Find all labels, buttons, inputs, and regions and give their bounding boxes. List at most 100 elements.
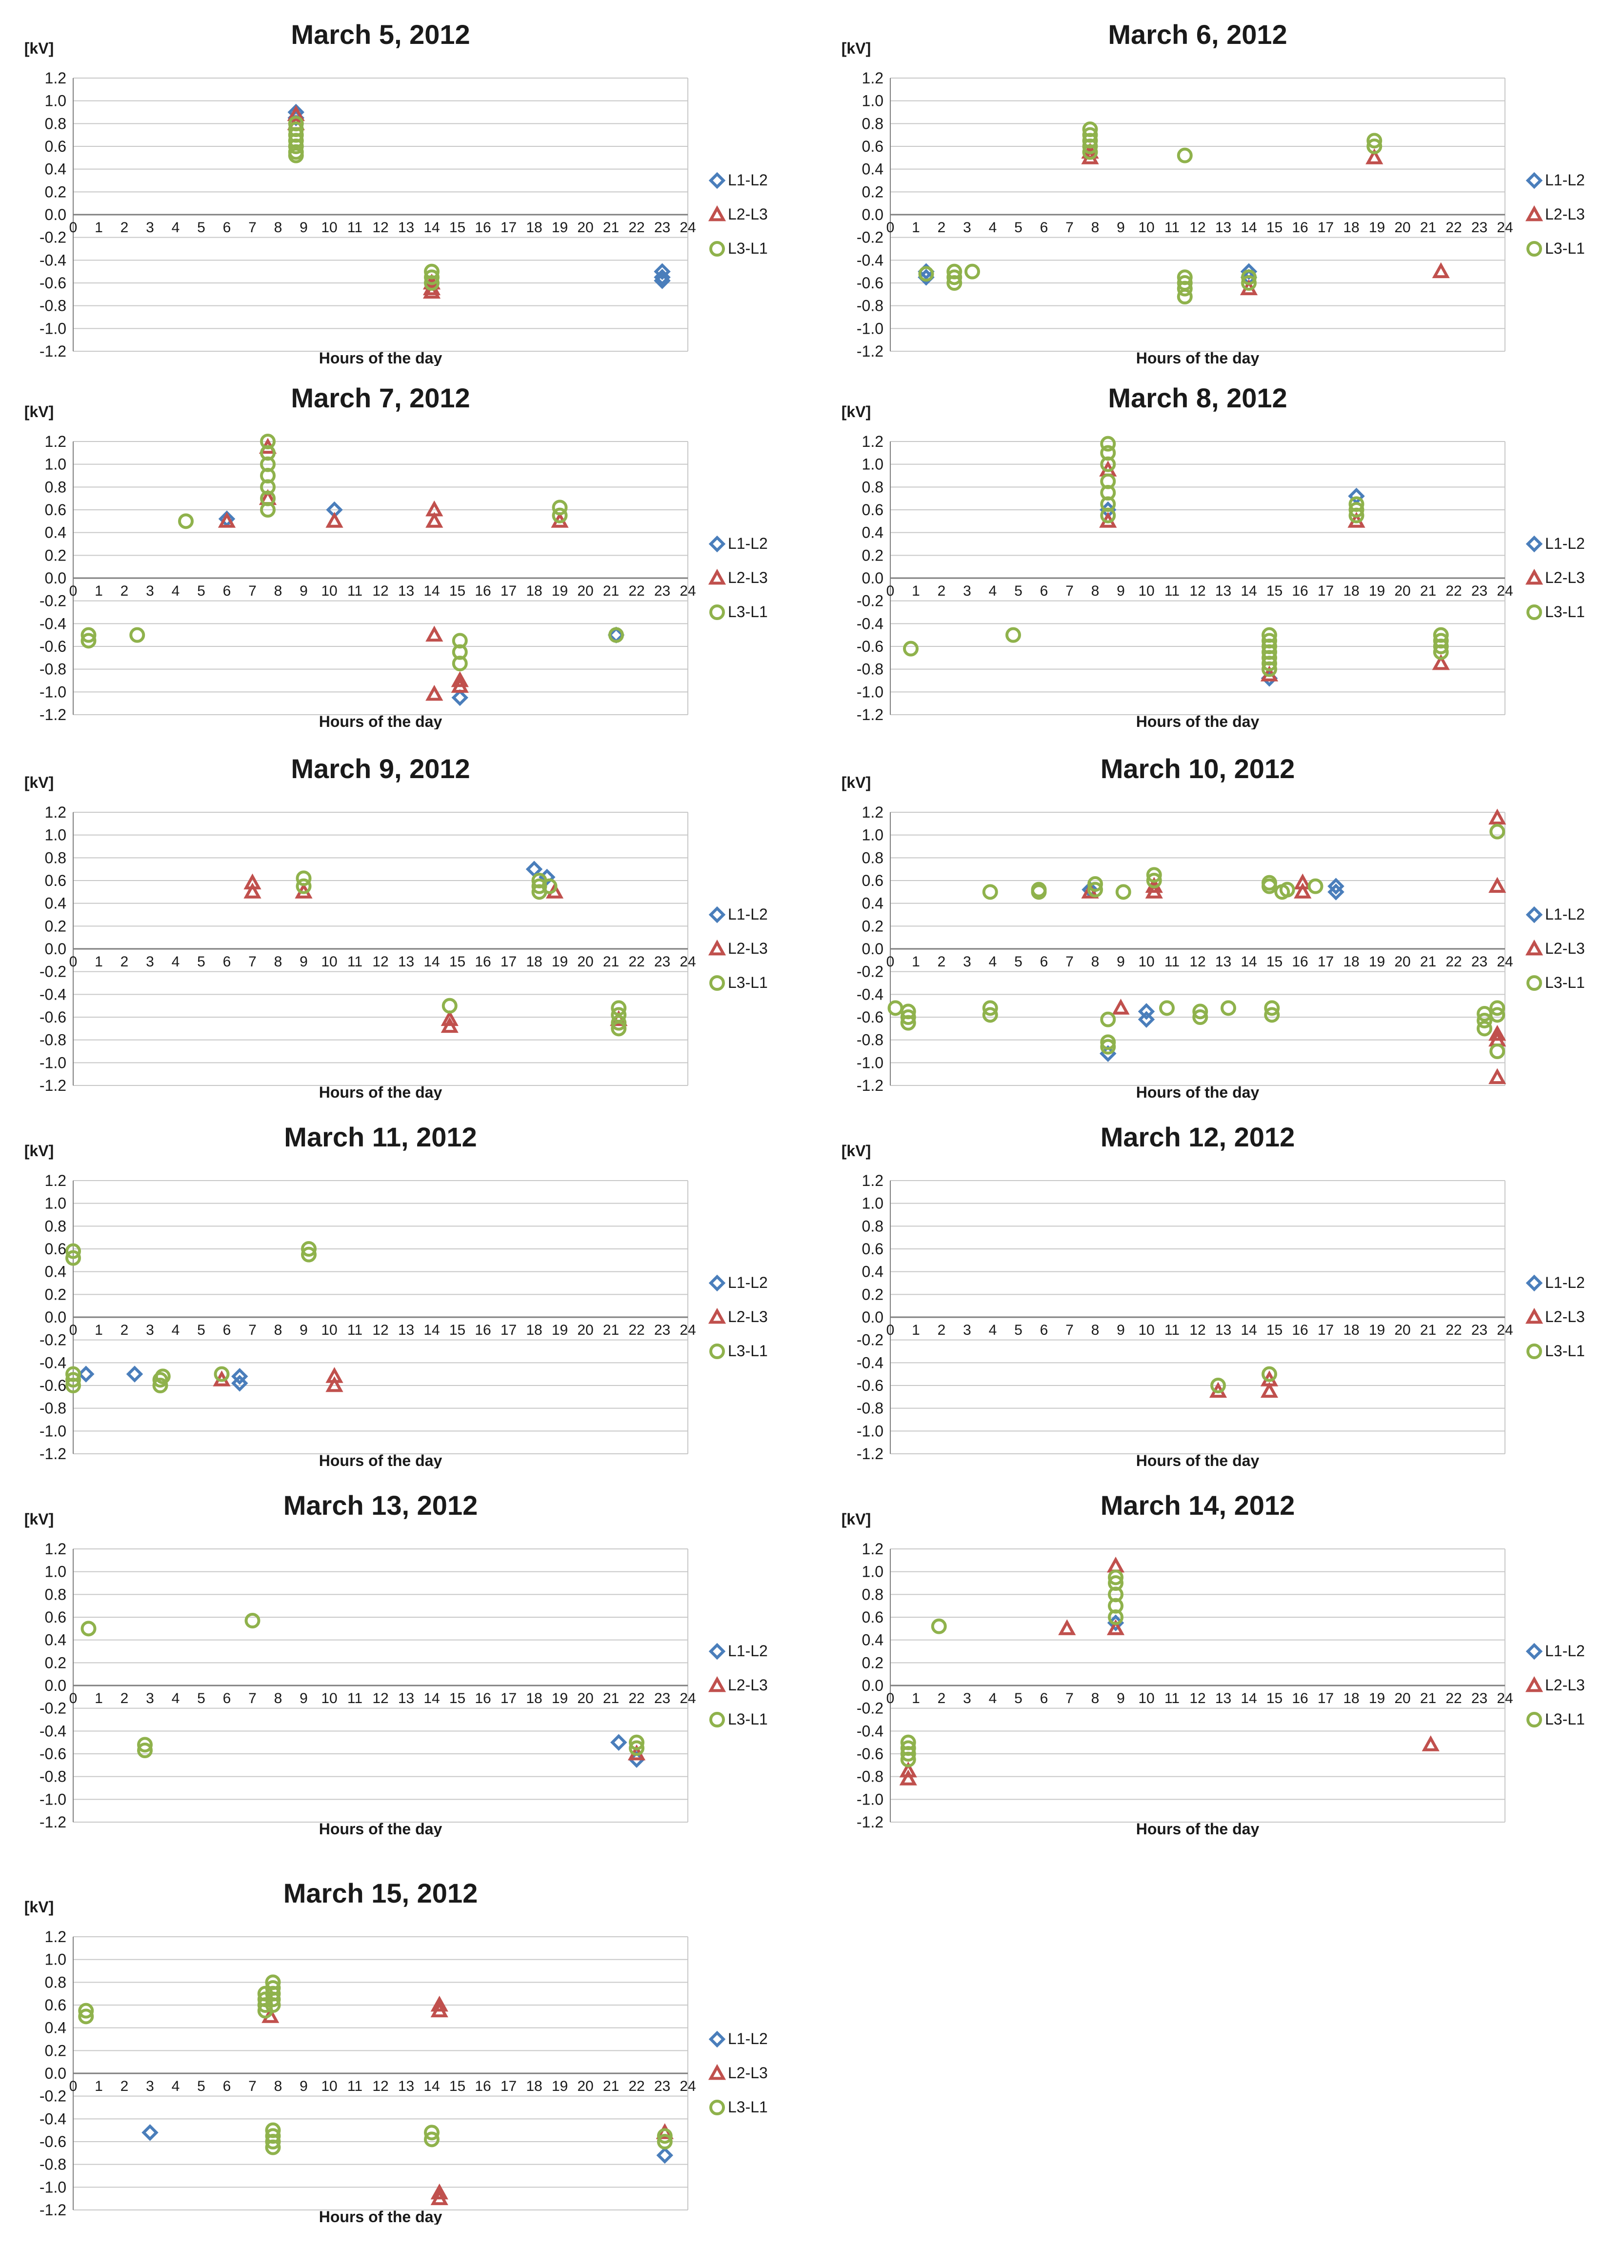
data-point bbox=[243, 873, 261, 890]
legend-marker bbox=[1526, 241, 1542, 257]
y-tick-label: 0.4 bbox=[862, 161, 883, 178]
legend-marker bbox=[709, 1344, 725, 1359]
x-tick-label: 10 bbox=[321, 1690, 337, 1706]
legend-entry: L1-L2 bbox=[1525, 535, 1585, 553]
data-point bbox=[78, 2008, 94, 2025]
x-tick-label: 5 bbox=[197, 954, 205, 970]
data-point bbox=[654, 272, 671, 289]
x-tick-label: 23 bbox=[654, 1690, 670, 1706]
y-tick-label: 0.8 bbox=[862, 1217, 883, 1235]
series-l3-l1 bbox=[887, 823, 1505, 1059]
x-tick-label: 12 bbox=[372, 1322, 388, 1338]
x-tick-label: 16 bbox=[1292, 220, 1308, 236]
y-tick-label: 0.4 bbox=[45, 2019, 66, 2037]
x-tick-label: 8 bbox=[1091, 1322, 1100, 1338]
legend-marker bbox=[1525, 906, 1543, 923]
x-tick-label: 6 bbox=[1040, 220, 1048, 236]
x-tick-label: 15 bbox=[449, 1690, 465, 1706]
x-tick-label: 22 bbox=[1445, 954, 1462, 970]
x-tick-label: 0 bbox=[69, 1690, 78, 1706]
y-unit-label: [kV] bbox=[842, 40, 871, 57]
x-tick-label: 12 bbox=[1189, 954, 1205, 970]
data-point bbox=[424, 2125, 440, 2141]
chart-panel: March 10, 2012 [kV] 1.2 1.0 0.8 0.6 0.4 0.2 0.0 -… bbox=[817, 739, 1622, 1100]
series-l3-l1 bbox=[65, 1241, 317, 1393]
data-point bbox=[1489, 1000, 1505, 1016]
y-tick-label: -0.4 bbox=[40, 985, 66, 1003]
data-point bbox=[654, 269, 671, 286]
x-tick-label: 16 bbox=[1292, 1690, 1308, 1706]
x-tick-label: 11 bbox=[347, 954, 362, 970]
legend-entry: L1-L2 bbox=[1525, 1642, 1585, 1660]
data-point bbox=[141, 2124, 159, 2141]
data-point bbox=[78, 2003, 94, 2019]
x-tick-label: 10 bbox=[321, 220, 337, 236]
x-tick-label: 9 bbox=[300, 583, 308, 599]
legend-marker bbox=[708, 2030, 726, 2048]
y-tick-label: -0.4 bbox=[40, 251, 66, 269]
x-tick-label: 10 bbox=[321, 583, 337, 599]
data-point bbox=[80, 633, 97, 649]
x-axis-title: Hours of the day bbox=[1136, 1084, 1260, 1100]
x-tick-label: 5 bbox=[1014, 954, 1023, 970]
x-tick-label: 16 bbox=[475, 2078, 491, 2094]
chart-panel: March 9, 2012 [kV] 1.2 1.0 0.8 0.6 0.4 0.2 0.0 -0… bbox=[0, 739, 805, 1100]
x-tick-label: 24 bbox=[680, 1322, 696, 1338]
y-tick-label: 0.6 bbox=[45, 501, 66, 519]
legend-label: L1-L2 bbox=[728, 905, 768, 923]
x-tick-label: 5 bbox=[197, 1322, 205, 1338]
x-tick-label: 2 bbox=[120, 1690, 129, 1706]
x-tick-label: 15 bbox=[449, 2078, 465, 2094]
x-tick-label: 7 bbox=[248, 1690, 257, 1706]
chart-svg: March 5, 2012 [kV] 1.2 1.0 0.8 0.6 0.4 0.2 0.0 -0… bbox=[24, 19, 768, 366]
y-tick-label: -1.2 bbox=[40, 1813, 66, 1831]
x-tick-label: 21 bbox=[603, 1690, 619, 1706]
y-tick-label: -0.8 bbox=[40, 1031, 66, 1049]
y-tick-label: 0.4 bbox=[45, 161, 66, 178]
x-tick-label: 20 bbox=[577, 583, 593, 599]
y-tick-label: 0.4 bbox=[45, 1631, 66, 1649]
x-tick-label: 2 bbox=[120, 583, 129, 599]
x-tick-label: 6 bbox=[223, 2078, 231, 2094]
x-tick-label: 18 bbox=[1343, 583, 1359, 599]
x-tick-label: 5 bbox=[197, 2078, 205, 2094]
x-tick-label: 15 bbox=[1266, 1690, 1283, 1706]
legend-entry: L1-L2 bbox=[708, 1642, 768, 1660]
data-point bbox=[1221, 1000, 1236, 1016]
y-tick-label: 1.2 bbox=[45, 69, 66, 87]
chart-svg: March 6, 2012 [kV] 1.2 1.0 0.8 0.6 0.4 0.2 0.0 -0… bbox=[842, 19, 1585, 366]
y-tick-label: -1.2 bbox=[40, 342, 66, 360]
x-tick-label: 7 bbox=[248, 954, 257, 970]
x-tick-label: 22 bbox=[628, 2078, 644, 2094]
chart-title: March 12, 2012 bbox=[1101, 1122, 1295, 1152]
data-point bbox=[296, 878, 312, 894]
data-point bbox=[611, 1000, 627, 1016]
chart-svg: March 9, 2012 [kV] 1.2 1.0 0.8 0.6 0.4 0.2 0.0 -0… bbox=[24, 753, 768, 1100]
y-tick-label: 1.2 bbox=[45, 433, 66, 450]
y-tick-label: -0.6 bbox=[857, 1377, 883, 1394]
y-tick-label: 0.2 bbox=[862, 1654, 883, 1671]
data-point bbox=[1100, 436, 1116, 452]
x-tick-label: 15 bbox=[1266, 220, 1283, 236]
legend-label: L3-L1 bbox=[728, 1710, 768, 1728]
legend-entry: L1-L2 bbox=[1525, 905, 1585, 923]
data-point bbox=[900, 1015, 916, 1031]
x-tick-label: 9 bbox=[1117, 583, 1125, 599]
x-tick-label: 19 bbox=[1369, 583, 1385, 599]
y-tick-label: -1.2 bbox=[857, 1077, 883, 1094]
data-point bbox=[1294, 873, 1312, 890]
x-tick-label: 1 bbox=[95, 954, 103, 970]
y-tick-label: -0.2 bbox=[857, 1331, 883, 1349]
y-tick-label: 1.0 bbox=[862, 456, 883, 473]
x-tick-label: 10 bbox=[1138, 583, 1154, 599]
x-tick-label: 4 bbox=[172, 954, 180, 970]
y-tick-label: 0.8 bbox=[45, 1217, 66, 1235]
x-tick-label: 9 bbox=[1117, 220, 1125, 236]
data-point bbox=[65, 1372, 81, 1388]
y-tick-label: -0.6 bbox=[857, 1008, 883, 1026]
data-point bbox=[1082, 127, 1098, 143]
data-point bbox=[325, 1376, 343, 1392]
y-tick-label: 0.6 bbox=[45, 138, 66, 155]
y-tick-label: 0.6 bbox=[45, 872, 66, 889]
data-point bbox=[430, 2183, 448, 2200]
